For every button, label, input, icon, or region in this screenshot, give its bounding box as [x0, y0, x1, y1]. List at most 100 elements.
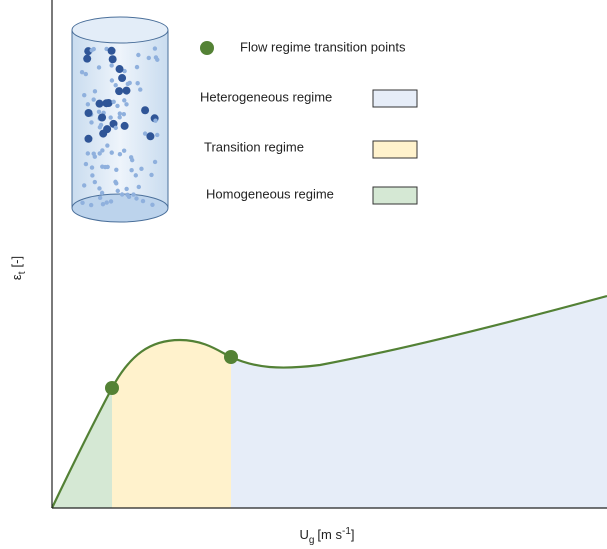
- bubble: [129, 168, 133, 172]
- bubble: [109, 63, 113, 67]
- bubble: [121, 122, 129, 130]
- bubble: [89, 120, 93, 124]
- bubble: [124, 102, 128, 106]
- bubble: [155, 133, 159, 137]
- bubble: [90, 165, 94, 169]
- bubble: [80, 201, 84, 205]
- bubble: [110, 150, 114, 154]
- bubble: [97, 151, 101, 155]
- x-axis-label: Ug[m s-1]: [299, 526, 354, 546]
- bubble: [114, 126, 118, 130]
- bubble: [118, 111, 122, 115]
- transition-point: [105, 381, 119, 395]
- bubble: [120, 192, 124, 196]
- bubble: [136, 53, 140, 57]
- bubble: [134, 196, 138, 200]
- bubble: [105, 143, 109, 147]
- diagram: Flow regime transition points Heterogene…: [0, 0, 607, 549]
- bubble: [84, 162, 88, 166]
- bubble: [100, 191, 104, 195]
- bubble: [89, 203, 93, 207]
- label-part: ]: [351, 527, 355, 542]
- legend-swatch: [373, 141, 417, 158]
- y-axis-label: εt[-]: [9, 256, 27, 280]
- bubble: [134, 173, 138, 177]
- bubble: [115, 87, 123, 95]
- bubble: [82, 93, 86, 97]
- bubble: [109, 55, 117, 63]
- bubble: [141, 199, 145, 203]
- bubble: [138, 87, 142, 91]
- bubble: [85, 109, 93, 117]
- legend-label: Flow regime transition points: [240, 39, 406, 54]
- legend-label: Transition regime: [204, 139, 304, 154]
- bubble: [86, 151, 90, 155]
- bubble: [149, 173, 153, 177]
- label-sub: g: [309, 535, 315, 546]
- bubble: [116, 189, 120, 193]
- bubble: [84, 135, 92, 143]
- bubble: [153, 160, 157, 164]
- bubble: [150, 203, 154, 207]
- label-part: U: [299, 527, 308, 542]
- bubble: [122, 112, 126, 116]
- column-bottom: [72, 194, 168, 222]
- bubble: [146, 132, 154, 140]
- legend-marker: [200, 41, 214, 55]
- label-part: [-]: [9, 256, 24, 268]
- bubble: [135, 65, 139, 69]
- bubble: [124, 187, 128, 191]
- transition-point: [224, 350, 238, 364]
- bubble: [154, 55, 158, 59]
- bubble: [93, 180, 97, 184]
- label-part: [m s: [317, 527, 342, 542]
- bubble: [141, 106, 149, 114]
- bubble: [97, 186, 101, 190]
- bubble: [98, 196, 102, 200]
- bubble: [127, 195, 131, 199]
- bubble: [91, 97, 95, 101]
- bubble: [153, 118, 157, 122]
- legend-swatch: [373, 90, 417, 107]
- bubble: [122, 98, 126, 102]
- bubble: [97, 65, 101, 69]
- bubble: [118, 152, 122, 156]
- bubble: [115, 104, 119, 108]
- bubble: [113, 180, 117, 184]
- bubble-column: [72, 17, 168, 222]
- bubble: [135, 81, 139, 85]
- legend-swatch: [373, 187, 417, 204]
- bubble: [99, 130, 107, 138]
- bubble: [116, 65, 124, 73]
- bubble: [110, 78, 114, 82]
- bubble: [147, 56, 151, 60]
- bubble: [114, 168, 118, 172]
- bubble: [139, 167, 143, 171]
- bubble: [153, 46, 157, 50]
- label-sub: t: [17, 271, 28, 274]
- bubble: [109, 199, 113, 203]
- bubble: [108, 115, 112, 119]
- bubble: [128, 81, 132, 85]
- bubble: [108, 47, 116, 55]
- bubble: [122, 87, 130, 95]
- bubble: [84, 72, 88, 76]
- legend-label: Heterogeneous regime: [200, 89, 332, 104]
- bubble: [97, 110, 101, 114]
- bubble: [122, 148, 126, 152]
- bubble: [98, 113, 106, 121]
- bubble: [102, 99, 110, 107]
- bubble: [103, 165, 107, 169]
- column-top: [72, 17, 168, 43]
- bubble: [90, 173, 94, 177]
- bubble: [130, 158, 134, 162]
- bubble: [82, 183, 86, 187]
- bubble: [112, 100, 116, 104]
- bubble: [101, 202, 105, 206]
- bubble: [99, 123, 103, 127]
- bubble: [86, 102, 90, 106]
- legend-label: Homogeneous regime: [206, 186, 334, 201]
- bubble: [131, 192, 135, 196]
- bubble: [83, 55, 91, 63]
- bubble: [93, 154, 97, 158]
